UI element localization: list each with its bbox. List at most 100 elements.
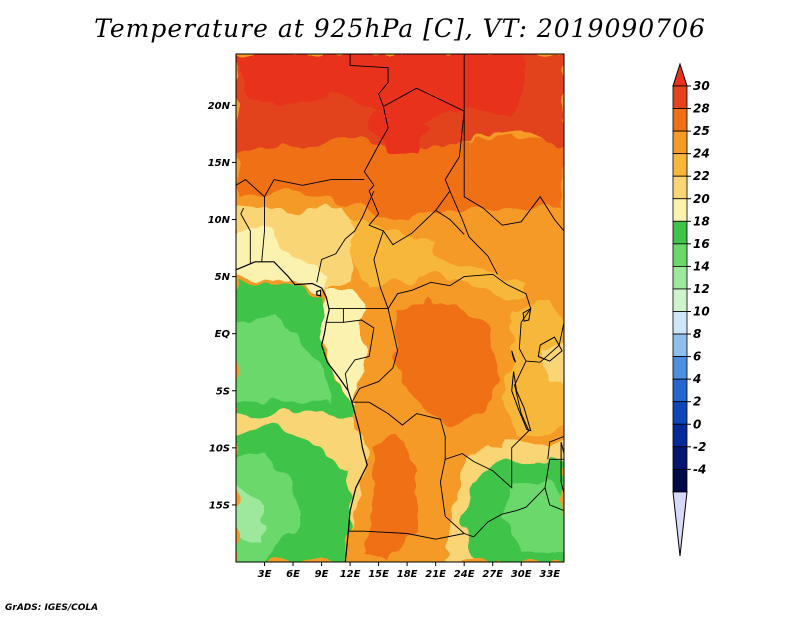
- colorbar-label-6: 18: [693, 214, 710, 228]
- colorbar-swatch-9: [672, 265, 688, 290]
- temperature-field-19: [350, 219, 531, 300]
- colorbar-label-9: 12: [693, 282, 710, 296]
- x-tick-label-21E: 21E: [425, 569, 446, 580]
- temperature-field-10: [364, 436, 417, 562]
- colorbar-label-16: -2: [693, 440, 706, 454]
- y-tick-label-15N: 15N: [208, 158, 231, 169]
- colorbar-top-triangle: [672, 62, 688, 87]
- x-tick-label-12E: 12E: [340, 569, 361, 580]
- y-tick-label-15S: 15S: [209, 500, 230, 511]
- temperature-field-25: [369, 105, 427, 157]
- country-border-17: [525, 322, 564, 363]
- temperature-map: [236, 54, 564, 562]
- country-border-9: [387, 273, 532, 309]
- country-border-21: [348, 530, 465, 540]
- y-tick-label-20N: 20N: [208, 101, 231, 112]
- lake-outline-3: [511, 350, 516, 363]
- colorbar-swatch-4: [672, 153, 688, 177]
- country-border-1: [383, 87, 465, 112]
- colorbar-swatch-12: [672, 333, 688, 357]
- x-tick-label-6E: 6E: [286, 569, 300, 580]
- colorbar-swatch-14: [672, 378, 688, 403]
- colorbar-label-13: 4: [692, 372, 701, 386]
- colorbar-label-10: 10: [693, 305, 710, 319]
- x-tick-label-15E: 15E: [368, 569, 389, 580]
- colorbar-label-8: 14: [693, 259, 710, 273]
- colorbar-label-1: 28: [693, 102, 710, 116]
- country-border-13: [449, 190, 498, 275]
- colorbar-label-7: 16: [693, 237, 710, 251]
- country-border-10: [351, 308, 399, 403]
- temperature-field-22: [359, 139, 465, 197]
- temperature-field-1: [236, 225, 332, 294]
- country-border-20: [544, 487, 564, 512]
- country-border-5: [316, 190, 375, 283]
- y-tick-label-5S: 5S: [216, 386, 230, 397]
- colorbar-swatch-5: [672, 175, 688, 200]
- temperature-field-3: [236, 316, 332, 403]
- country-border-3: [261, 196, 265, 262]
- colorbar-swatch-1: [672, 85, 688, 109]
- colorbar-bottom-triangle: [672, 491, 688, 557]
- x-tick-label-3E: 3E: [258, 569, 272, 580]
- x-axis: 3E 6E 9E 12E 15E 18E 21E 24E 27E 30E 33E: [258, 562, 560, 580]
- temperature-field-27: [483, 133, 531, 169]
- temperature-field-24: [236, 54, 531, 129]
- country-border-22: [547, 435, 564, 460]
- lake-outline-0: [511, 371, 532, 432]
- grads-credit: GrADS: IGES/COLA: [5, 603, 99, 613]
- colorbar-label-12: 6: [693, 350, 701, 364]
- country-border-15: [463, 156, 564, 232]
- colorbar-label-11: 8: [693, 327, 701, 341]
- colorbar-label-3: 24: [693, 147, 710, 161]
- colorbar-swatch-10: [672, 288, 688, 312]
- x-tick-label-24E: 24E: [454, 569, 475, 580]
- colorbar-swatch-16: [672, 423, 688, 448]
- temperature-field-16: [407, 328, 474, 408]
- y-tick-label-5N: 5N: [215, 272, 231, 283]
- colorbar-swatch-13: [672, 356, 688, 380]
- colorbar-label-15: 0: [693, 417, 701, 431]
- temperature-field-4: [321, 288, 370, 403]
- colorbar-label-14: 2: [693, 395, 701, 409]
- x-tick-label-9E: 9E: [315, 569, 329, 580]
- colorbar-swatch-6: [672, 198, 688, 222]
- colorbar-swatch-3: [672, 130, 688, 155]
- colorbar-swatch-8: [672, 243, 688, 267]
- y-tick-label-10S: 10S: [209, 443, 230, 454]
- temperature-field-20: [435, 219, 564, 288]
- x-tick-label-18E: 18E: [397, 569, 418, 580]
- colorbar-label-2: 25: [693, 124, 710, 138]
- colorbar-label-17: -4: [693, 462, 706, 476]
- country-border-4: [240, 207, 251, 264]
- x-tick-label-30E: 30E: [511, 569, 532, 580]
- x-tick-label-27E: 27E: [482, 569, 503, 580]
- x-tick-label-33E: 33E: [539, 569, 560, 580]
- lake-outline-4: [522, 307, 532, 322]
- temperature-field-8: [236, 487, 265, 545]
- lake-outline-2: [560, 441, 564, 494]
- colorbar-swatch-18: [672, 468, 688, 493]
- temperature-field-17: [502, 299, 564, 437]
- temperature-field-26: [521, 54, 564, 117]
- country-border-6: [329, 230, 389, 310]
- y-tick-label-EQ: EQ: [215, 329, 231, 340]
- lake-outline-1: [537, 336, 563, 362]
- country-border-19: [444, 458, 564, 538]
- country-border-0: [349, 54, 465, 246]
- country-border-16: [439, 308, 532, 517]
- colorbar-label-5: 20: [693, 192, 710, 206]
- country-border-14: [435, 210, 465, 235]
- colorbar-swatch-2: [672, 108, 688, 132]
- colorbar-swatch-15: [672, 401, 688, 425]
- country-border-8: [343, 319, 375, 391]
- colorbar-swatch-17: [672, 446, 688, 470]
- colorbar-swatch-11: [672, 311, 688, 335]
- colorbar-swatch-7: [672, 220, 688, 245]
- chart-title: Temperature at 925hPa [C], VT: 201909070…: [94, 14, 706, 43]
- country-border-2: [236, 179, 365, 198]
- y-tick-label-10N: 10N: [208, 215, 231, 226]
- coastline-atlantic: [236, 261, 368, 562]
